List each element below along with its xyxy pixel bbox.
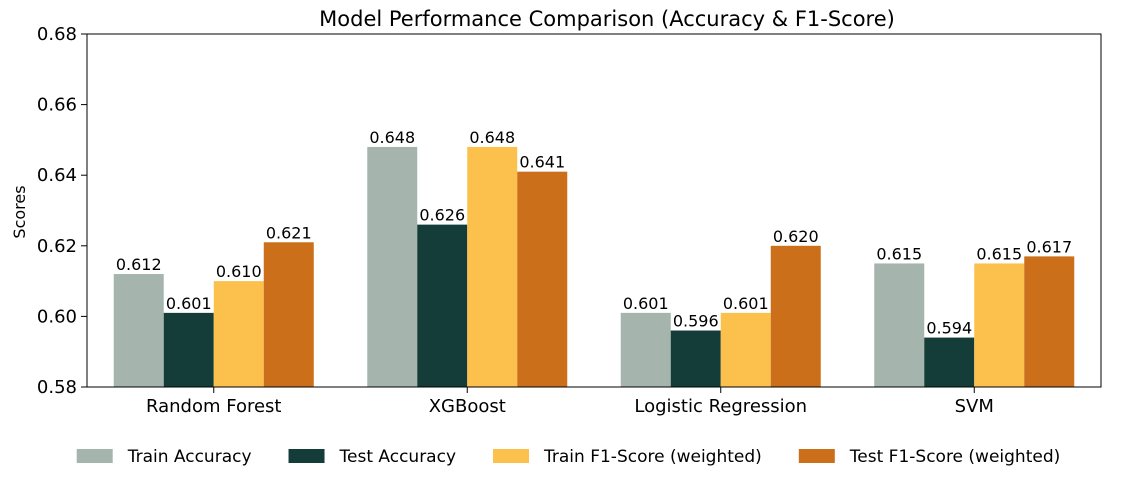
legend-label: Test Accuracy	[339, 447, 457, 467]
bar-test-accuracy-xgboost	[417, 224, 468, 387]
bar-train-accuracy-svm	[874, 263, 925, 387]
legend-swatch	[288, 449, 325, 463]
bar-value-label: 0.615	[976, 244, 1022, 263]
bar-train-accuracy-xgboost	[367, 146, 418, 387]
bar-value-label: 0.612	[116, 255, 162, 274]
bar-test-accuracy-random-forest	[163, 312, 214, 387]
y-tick-label: 0.62	[37, 236, 77, 257]
x-tick-label: Logistic Regression	[634, 396, 807, 417]
bar-value-label: 0.648	[369, 128, 415, 147]
bars-group	[113, 146, 1075, 387]
legend-label: Train F1-Score (weighted)	[543, 447, 762, 467]
legend-swatch	[798, 449, 835, 463]
bar-value-label: 0.620	[773, 227, 819, 246]
y-tick-label: 0.66	[37, 95, 77, 116]
bar-test-f1-score-weighted-logistic-regression	[770, 245, 821, 387]
bar-value-label: 0.648	[469, 128, 515, 147]
legend-label: Train Accuracy	[127, 447, 252, 467]
chart-title: Model Performance Comparison (Accuracy &…	[319, 7, 895, 31]
bar-value-label: 0.601	[166, 294, 212, 313]
bar-test-accuracy-logistic-regression	[670, 330, 721, 387]
bar-train-f1-score-weighted-svm	[974, 263, 1025, 387]
bar-value-label: 0.615	[876, 244, 922, 263]
bar-test-accuracy-svm	[924, 337, 975, 387]
legend-swatch	[493, 449, 530, 463]
legend-label: Test F1-Score (weighted)	[849, 447, 1060, 467]
bar-test-f1-score-weighted-xgboost	[517, 171, 568, 387]
bar-value-label: 0.596	[673, 312, 719, 331]
bar-value-label: 0.601	[723, 294, 769, 313]
bar-test-f1-score-weighted-random-forest	[263, 242, 314, 387]
bar-value-label: 0.621	[266, 223, 312, 242]
bar-train-f1-score-weighted-xgboost	[467, 146, 518, 387]
legend-swatch	[76, 449, 113, 463]
bar-train-accuracy-logistic-regression	[620, 312, 671, 387]
plot-frame	[86, 33, 1102, 388]
legend: Train Accuracy Test Accuracy Train F1-Scor…	[76, 447, 1060, 467]
bar-value-label: 0.617	[1026, 237, 1072, 256]
bar-value-label: 0.601	[623, 294, 669, 313]
y-tick-label: 0.58	[37, 377, 77, 398]
value-labels-group: 0.6120.6010.6100.6210.6480.6260.6480.641…	[116, 128, 1072, 338]
x-tick-label: XGBoost	[429, 396, 506, 417]
bar-value-label: 0.626	[419, 206, 465, 225]
bar-train-f1-score-weighted-random-forest	[213, 281, 264, 387]
bar-value-label: 0.610	[216, 262, 262, 281]
x-tick-label: SVM	[955, 396, 994, 417]
y-axis-ticks: 0.58 0.60 0.62 0.64 0.66 0.68	[37, 24, 87, 398]
y-axis-label: Scores	[10, 185, 29, 238]
y-tick-label: 0.68	[37, 24, 77, 45]
y-tick-label: 0.64	[37, 165, 77, 186]
y-tick-label: 0.60	[37, 306, 77, 327]
x-tick-label: Random Forest	[146, 396, 281, 417]
bar-train-accuracy-random-forest	[113, 274, 164, 387]
x-axis-ticks: Random Forest XGBoost Logistic Regression S…	[146, 387, 994, 417]
bar-value-label: 0.641	[519, 153, 565, 172]
bar-test-f1-score-weighted-svm	[1024, 256, 1075, 387]
bar-train-f1-score-weighted-logistic-regression	[720, 312, 771, 387]
bar-value-label: 0.594	[926, 319, 972, 338]
